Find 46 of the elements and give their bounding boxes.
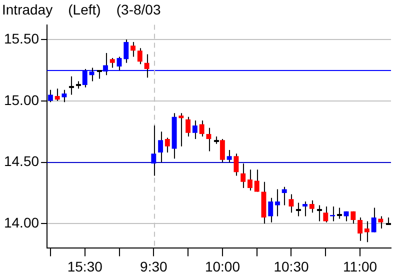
y-tick-label: 15.50	[4, 30, 40, 46]
candlestick	[295, 202, 302, 217]
candlestick	[371, 207, 376, 233]
candlestick	[364, 220, 370, 243]
candlestick	[323, 206, 328, 223]
candlestick	[330, 206, 336, 222]
candlestick	[378, 216, 384, 230]
candlestick	[68, 76, 75, 96]
candlestick	[254, 169, 260, 192]
candlestick	[282, 186, 287, 206]
candlestick	[130, 41, 136, 58]
candlestick	[137, 48, 142, 65]
candlestick	[268, 197, 274, 223]
candlestick	[309, 200, 314, 214]
candlestick	[54, 88, 60, 102]
candlestick	[302, 201, 308, 217]
candlestick	[192, 120, 198, 140]
candlestick	[151, 124, 156, 176]
candlestick	[288, 194, 294, 214]
candlestick	[358, 217, 363, 242]
candlestick	[226, 150, 232, 163]
x-tick-label: 10:30	[274, 258, 309, 274]
candlestick	[144, 54, 150, 78]
candlestick	[275, 188, 280, 217]
candlestick	[124, 39, 129, 64]
x-tick-label: 9:30	[140, 258, 168, 274]
candlestick	[206, 127, 212, 152]
x-tick-label: 15:30	[67, 258, 103, 274]
candlestick	[316, 204, 323, 222]
candlestick	[164, 137, 170, 153]
y-tick-label: 15.00	[4, 92, 40, 108]
candlestick	[248, 169, 252, 192]
candlestick	[178, 112, 184, 147]
candlestick	[199, 120, 204, 137]
candlestick	[158, 131, 164, 163]
candlestick	[350, 210, 356, 224]
chart-title: Intraday (Left) (3-8/03	[2, 1, 161, 18]
x-tick-label: 10:00	[204, 258, 240, 274]
candlestick	[110, 57, 115, 68]
candlestick	[186, 116, 191, 137]
candlestick	[234, 153, 239, 176]
x-tick-label: 11:00	[343, 258, 378, 274]
candlestick	[240, 163, 246, 189]
candlestick	[336, 207, 343, 220]
y-tick-label: 14.00	[4, 214, 40, 231]
y-tick-label: 14.50	[4, 153, 40, 170]
